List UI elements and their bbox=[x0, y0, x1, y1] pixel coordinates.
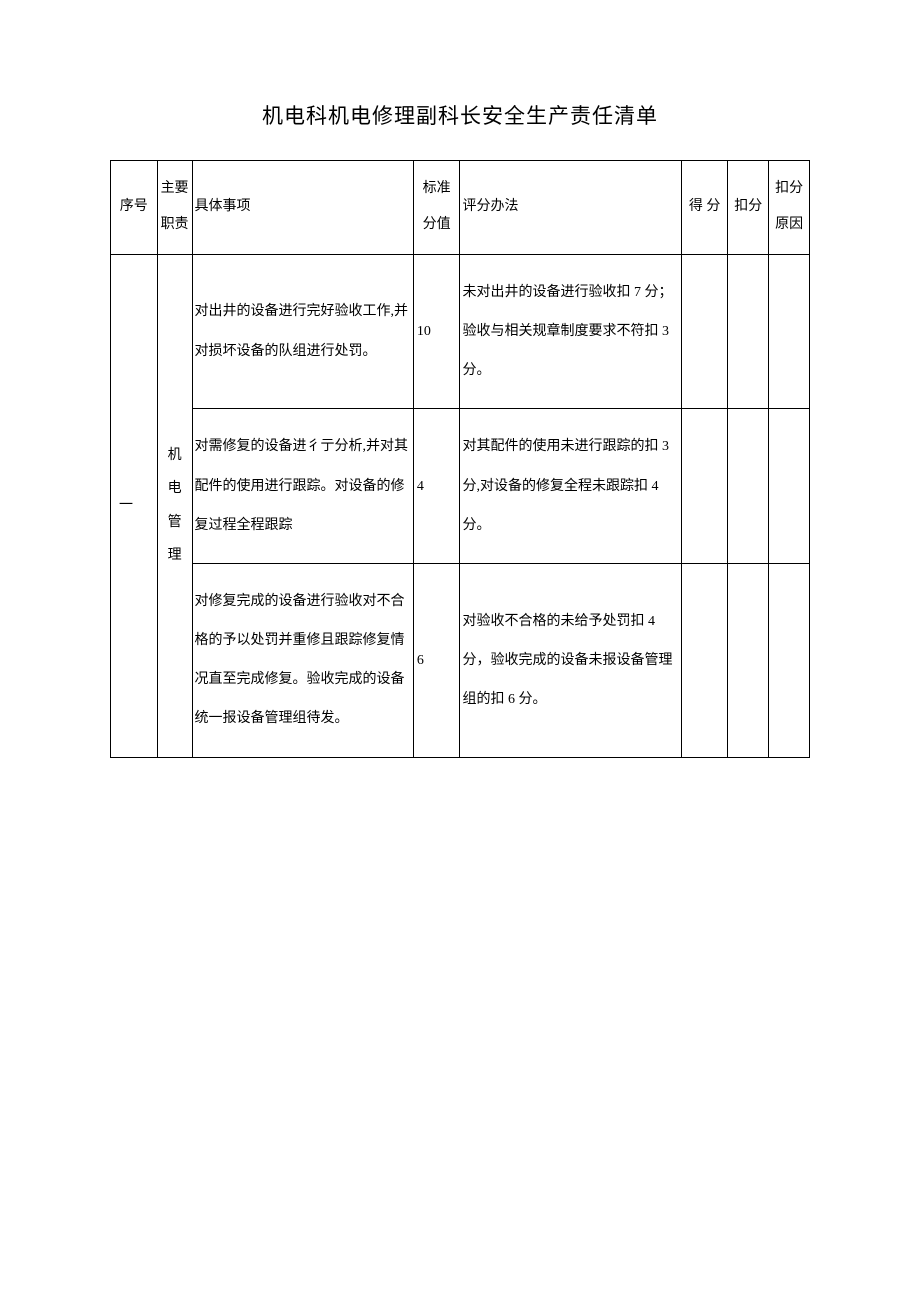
cell-item: 对需修复的设备进彳亍分析,并对其配件的使用进行跟踪。对设备的修复过程全程跟踪 bbox=[192, 409, 413, 564]
cell-got bbox=[681, 254, 728, 409]
cell-got bbox=[681, 409, 728, 564]
page-title: 机电科机电修理副科长安全生产责任清单 bbox=[110, 100, 810, 130]
cell-item: 对修复完成的设备进行验收对不合格的予以处罚并重修且跟踪修复情况直至完成修复。验收… bbox=[192, 563, 413, 757]
cell-deduct bbox=[728, 563, 769, 757]
header-duty: 主要职责 bbox=[157, 161, 192, 255]
responsibility-table: 序号 主要职责 具体事项 标准分值 评分办法 得 分 扣分 扣分原因 一 机电管… bbox=[110, 160, 810, 758]
cell-score: 6 bbox=[413, 563, 460, 757]
cell-seq: 一 bbox=[111, 254, 158, 757]
header-score: 标准分值 bbox=[413, 161, 460, 255]
cell-score: 10 bbox=[413, 254, 460, 409]
header-reason: 扣分原因 bbox=[769, 161, 810, 255]
cell-got bbox=[681, 563, 728, 757]
table-row: 一 机电管理 对出井的设备进行完好验收工作,并对损坏设备的队组进行处罚。 10 … bbox=[111, 254, 810, 409]
cell-reason bbox=[769, 563, 810, 757]
cell-deduct bbox=[728, 254, 769, 409]
header-item: 具体事项 bbox=[192, 161, 413, 255]
table-row: 对需修复的设备进彳亍分析,并对其配件的使用进行跟踪。对设备的修复过程全程跟踪 4… bbox=[111, 409, 810, 564]
header-deduct: 扣分 bbox=[728, 161, 769, 255]
cell-deduct bbox=[728, 409, 769, 564]
header-got: 得 分 bbox=[681, 161, 728, 255]
header-seq: 序号 bbox=[111, 161, 158, 255]
cell-method: 对其配件的使用未进行跟踪的扣 3 分,对设备的修复全程未跟踪扣 4 分。 bbox=[460, 409, 681, 564]
cell-reason bbox=[769, 254, 810, 409]
cell-score: 4 bbox=[413, 409, 460, 564]
cell-reason bbox=[769, 409, 810, 564]
header-method: 评分办法 bbox=[460, 161, 681, 255]
cell-method: 未对出井的设备进行验收扣 7 分；验收与相关规章制度要求不符扣 3 分。 bbox=[460, 254, 681, 409]
table-header-row: 序号 主要职责 具体事项 标准分值 评分办法 得 分 扣分 扣分原因 bbox=[111, 161, 810, 255]
cell-method: 对验收不合格的未给予处罚扣 4 分，验收完成的设备未报设备管理组的扣 6 分。 bbox=[460, 563, 681, 757]
cell-duty: 机电管理 bbox=[157, 254, 192, 757]
cell-item: 对出井的设备进行完好验收工作,并对损坏设备的队组进行处罚。 bbox=[192, 254, 413, 409]
table-row: 对修复完成的设备进行验收对不合格的予以处罚并重修且跟踪修复情况直至完成修复。验收… bbox=[111, 563, 810, 757]
